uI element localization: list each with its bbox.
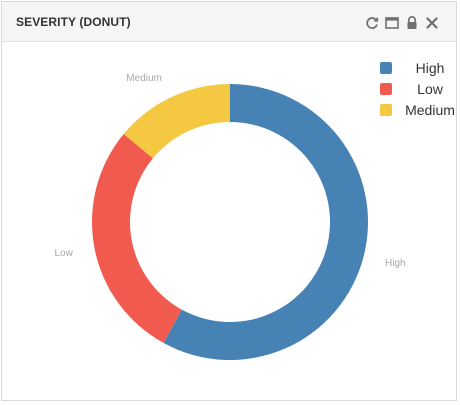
slice-label-medium: Medium bbox=[126, 73, 162, 84]
legend-item-low[interactable]: Low bbox=[380, 81, 444, 97]
chart-area: High Low Medium High Low Medium bbox=[2, 42, 458, 400]
donut-chart: High Low Medium High Low Medium bbox=[54, 60, 455, 360]
legend-item-medium[interactable]: Medium bbox=[380, 102, 455, 118]
legend-label: Medium bbox=[405, 102, 455, 118]
legend-swatch bbox=[380, 104, 392, 116]
close-icon[interactable] bbox=[424, 15, 440, 31]
donut-slice-low[interactable] bbox=[91, 134, 182, 343]
maximize-icon[interactable] bbox=[384, 15, 400, 31]
slice-label-high: High bbox=[385, 258, 406, 269]
legend-item-high[interactable]: High bbox=[380, 60, 444, 76]
panel-tools bbox=[364, 14, 440, 32]
donut-slice-medium[interactable] bbox=[123, 84, 230, 159]
legend-swatch bbox=[380, 83, 392, 95]
slice-label-low: Low bbox=[54, 248, 73, 259]
donut-slice-high[interactable] bbox=[163, 84, 369, 360]
legend-swatch bbox=[380, 62, 392, 74]
lock-icon[interactable] bbox=[404, 15, 420, 31]
panel-title: SEVERITY (DONUT) bbox=[16, 15, 131, 29]
legend-label: Low bbox=[417, 81, 444, 97]
legend-label: High bbox=[416, 60, 445, 76]
severity-donut-panel: SEVERITY (DONUT) High Low Medium High Low Me bbox=[1, 1, 457, 401]
refresh-icon[interactable] bbox=[364, 15, 380, 31]
panel-header: SEVERITY (DONUT) bbox=[2, 2, 456, 42]
